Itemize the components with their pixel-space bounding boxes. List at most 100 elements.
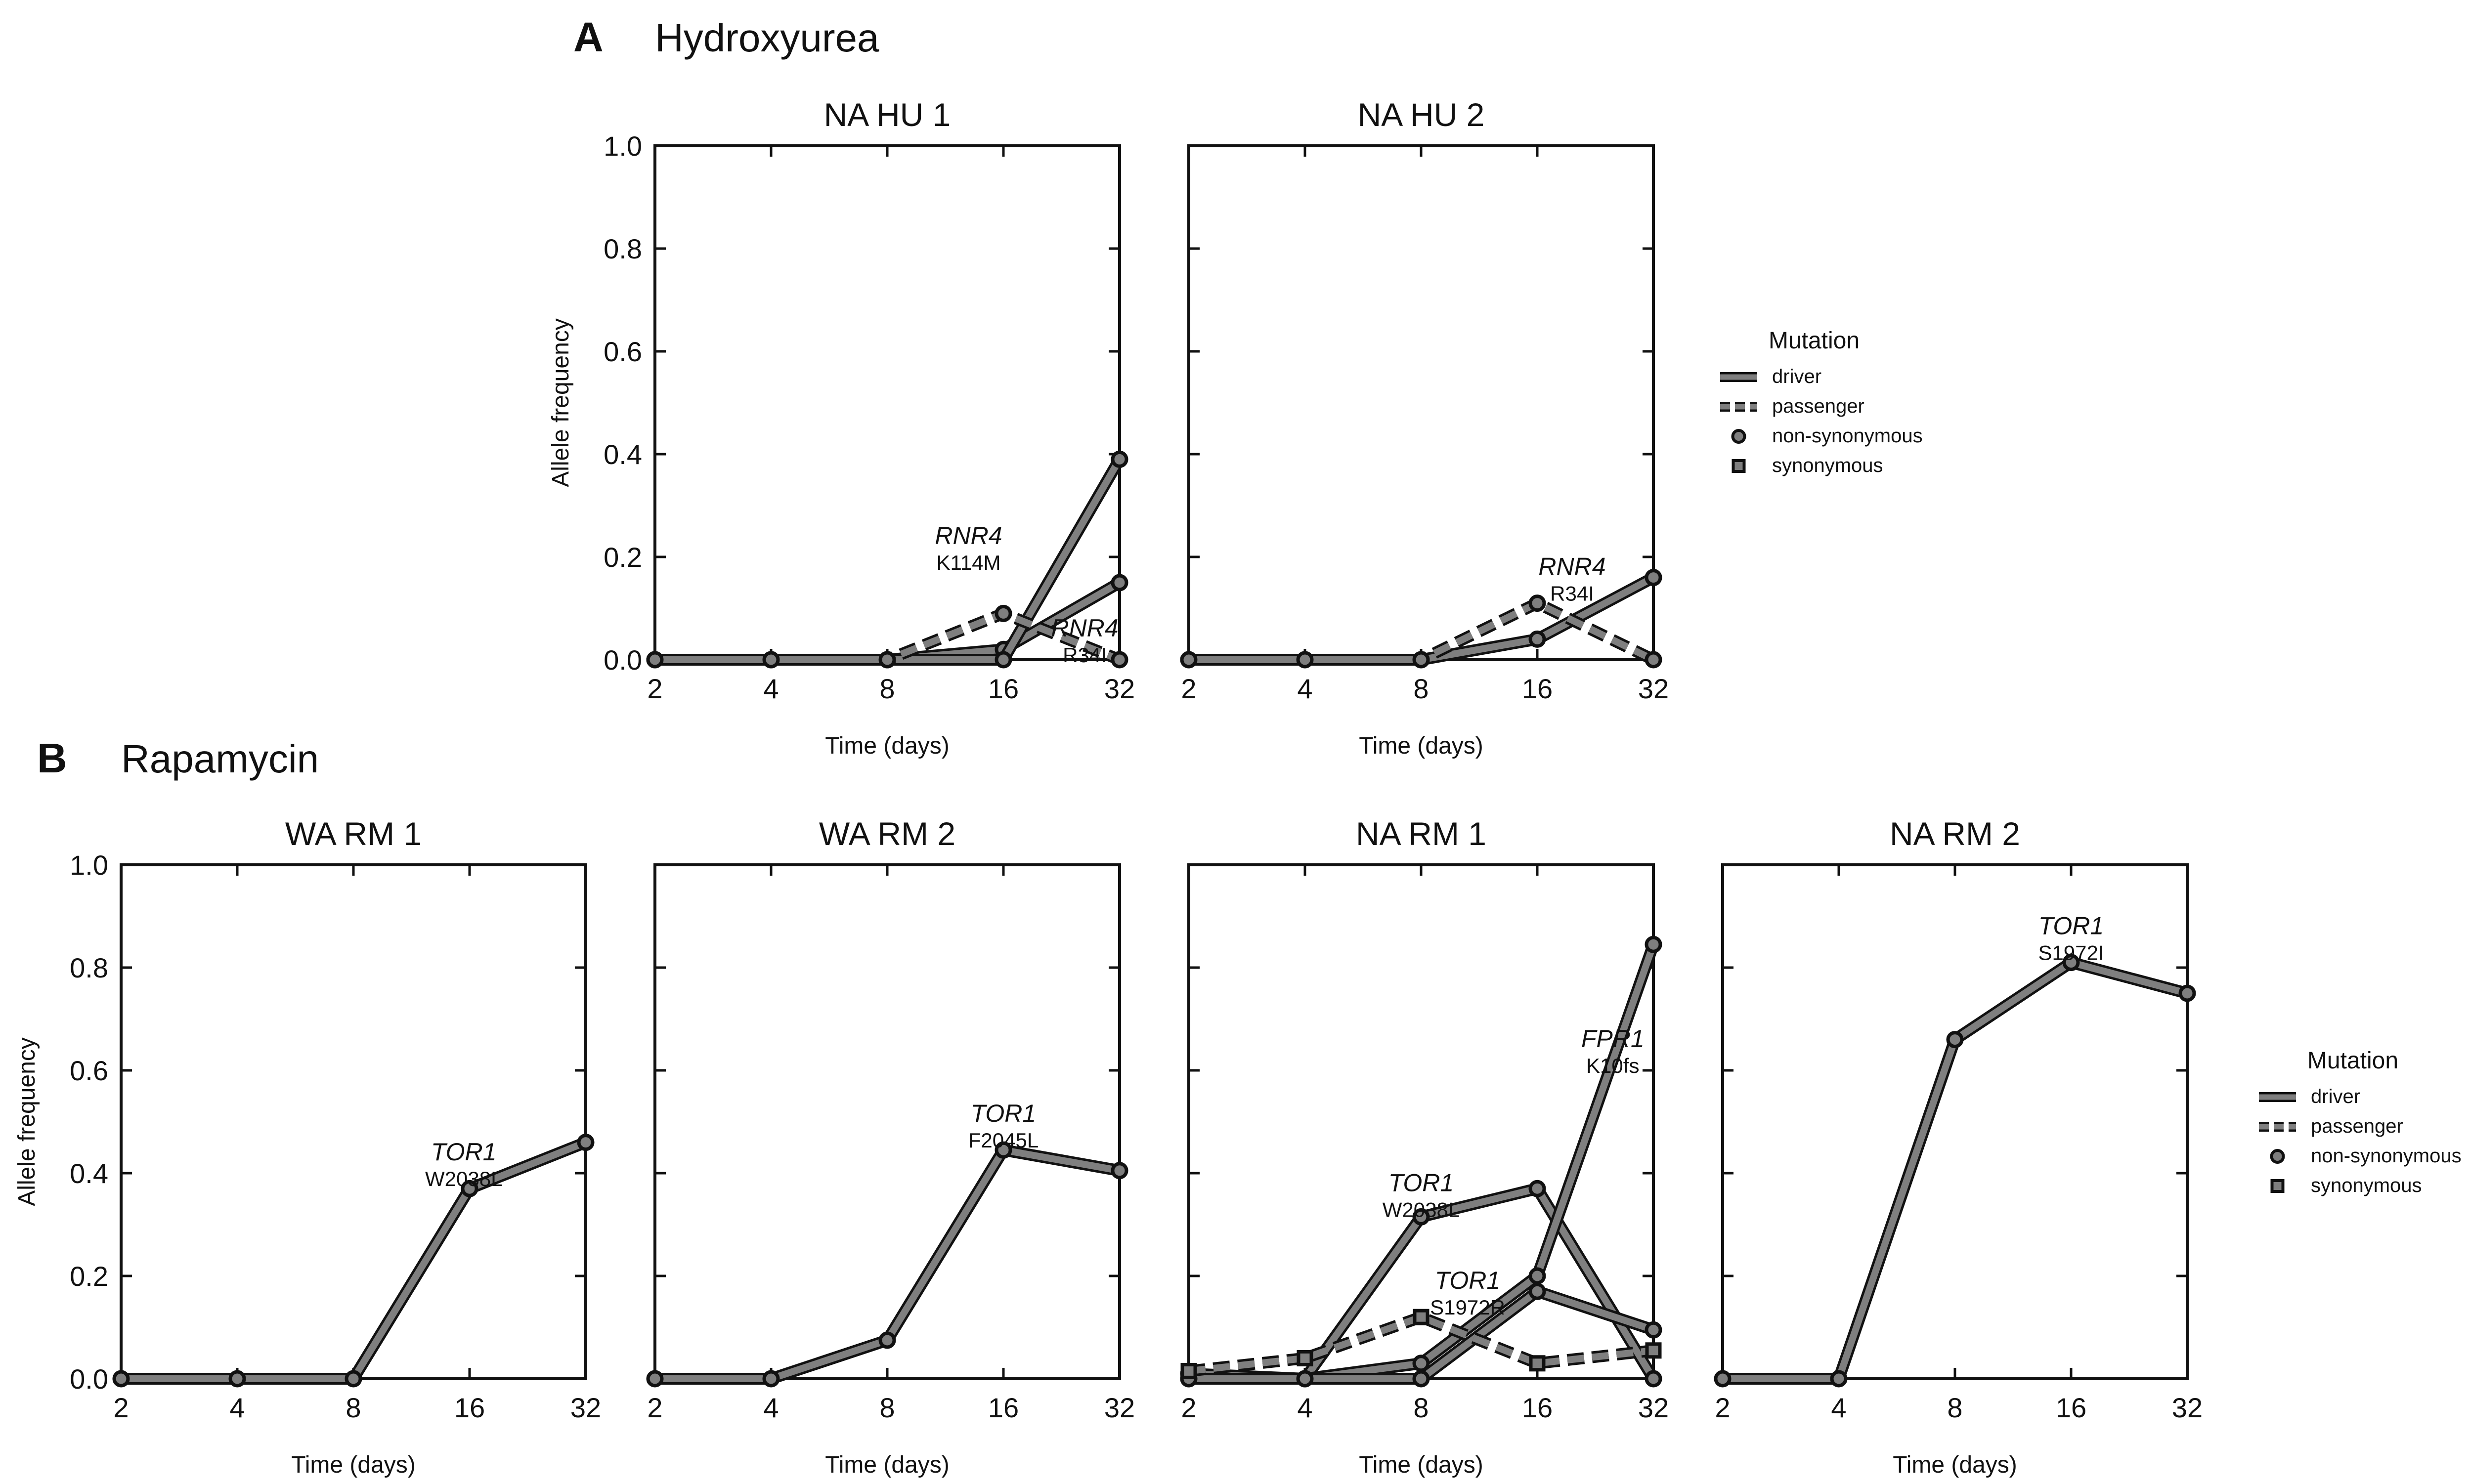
x-tick-label: 16 <box>454 1392 485 1423</box>
y-tick-label: 0.0 <box>70 1363 108 1395</box>
panel-1: 0.0 0.2 0.4 0.6 0.8 1.0 2 4 8 16 32 NA HU 1 Time (da… <box>548 96 1135 759</box>
annotation-gene: TOR1 <box>971 1100 1036 1127</box>
data-point <box>1830 1370 1848 1388</box>
x-tick-label: 8 <box>879 673 895 704</box>
x-tick-label: 4 <box>763 1392 779 1423</box>
x-tick-label: 32 <box>2172 1392 2203 1423</box>
legend-label: synonymous <box>2311 1175 2422 1196</box>
data-point <box>228 1370 246 1388</box>
annotation-mutation: K114M <box>937 551 1001 574</box>
y-tick-label: 0.8 <box>70 952 108 983</box>
data-point <box>1645 1370 1662 1388</box>
legend-label: driver <box>2311 1086 2360 1107</box>
legend-swatch-circle <box>2270 1149 2285 1164</box>
annotation-mutation: W2038L <box>425 1167 502 1190</box>
section-a-letter: A <box>573 14 604 60</box>
series-2 <box>1180 594 1662 669</box>
data-point <box>762 1370 780 1388</box>
x-tick-label: 32 <box>570 1392 601 1423</box>
x-axis-label: Time (days) <box>291 1452 416 1478</box>
y-tick-label: 0.4 <box>604 439 642 470</box>
series-line <box>1188 1314 1654 1375</box>
x-tick-label: 16 <box>988 673 1019 704</box>
legend-label: non-synonymous <box>1772 425 1923 447</box>
annotation-mutation: W2038L <box>1383 1198 1460 1221</box>
plot-frame <box>120 863 587 1380</box>
annotation-gene: RNR4 <box>935 522 1002 550</box>
data-point <box>1296 651 1314 669</box>
data-point <box>1528 1267 1546 1285</box>
series-line-outline <box>121 1137 588 1385</box>
annotation-gene: TOR1 <box>431 1138 496 1166</box>
x-tick-label: 8 <box>346 1392 361 1423</box>
y-tick-label: 0.4 <box>70 1158 108 1189</box>
legend-label: driver <box>1772 366 1821 387</box>
series-3 <box>1180 1282 1662 1388</box>
legend-swatch-circle <box>1731 429 1746 444</box>
x-tick-label: 32 <box>1638 673 1669 704</box>
x-tick-label: 2 <box>1181 1392 1196 1423</box>
x-tick-label: 8 <box>1413 673 1429 704</box>
data-point <box>1412 1208 1430 1226</box>
y-tick-label: 1.0 <box>604 130 642 162</box>
data-point <box>1296 1370 1314 1388</box>
plot-frame <box>653 863 1121 1380</box>
data-point <box>1528 1282 1546 1300</box>
legend-label: passenger <box>1772 395 1864 417</box>
series-1 <box>646 1141 1128 1388</box>
annotation-gene: TOR1 <box>1388 1169 1454 1196</box>
x-tick-label: 4 <box>1297 1392 1312 1423</box>
data-point <box>1412 1370 1430 1388</box>
y-tick-label: 0.0 <box>604 644 642 676</box>
plot-frame <box>1721 863 2189 1380</box>
x-tick-label: 4 <box>763 673 779 704</box>
annotation-mutation: F2045L <box>968 1129 1039 1152</box>
x-tick-label: 8 <box>879 1392 895 1423</box>
data-point <box>1528 594 1546 612</box>
annotation-mutation: S1972R <box>1430 1296 1505 1319</box>
data-point <box>1645 1321 1662 1339</box>
data-point <box>995 604 1012 622</box>
data-point <box>1111 1162 1128 1180</box>
data-point-square <box>1413 1309 1429 1325</box>
data-point <box>1528 1180 1546 1197</box>
panel-title: WA RM 2 <box>819 815 955 852</box>
series-line <box>655 579 1122 663</box>
x-tick-label: 16 <box>1522 1392 1553 1423</box>
x-tick-label: 8 <box>1947 1392 1962 1423</box>
annotation-mutation: R34I <box>1063 643 1107 667</box>
x-tick-label: 8 <box>1413 1392 1429 1423</box>
legend-swatch-square <box>2270 1179 2285 1193</box>
y-tick-label: 0.2 <box>604 542 642 573</box>
data-point <box>112 1370 130 1388</box>
data-point <box>1180 651 1198 669</box>
annotation-mutation: S1972I <box>2038 941 2104 964</box>
data-point <box>461 1180 478 1197</box>
series-line-outline <box>1723 956 2189 1385</box>
x-tick-label: 4 <box>229 1392 245 1423</box>
annotation-gene: TOR1 <box>1435 1267 1500 1294</box>
legend-hydroxyurea: Mutation driver passenger non-synonymous syn… <box>1720 328 1923 476</box>
x-tick-label: 32 <box>1638 1392 1669 1423</box>
section-b-letter: B <box>37 735 67 781</box>
x-tick-label: 16 <box>988 1392 1019 1423</box>
annotation-gene: FPR1 <box>1581 1025 1645 1053</box>
y-tick-label: 0.8 <box>604 233 642 264</box>
series-3 <box>646 604 1128 669</box>
x-axis-label: Time (days) <box>1359 1452 1483 1478</box>
series-4 <box>1180 1309 1662 1379</box>
data-point <box>878 1331 896 1349</box>
data-point <box>1111 574 1128 592</box>
x-axis-label: Time (days) <box>825 1452 950 1478</box>
y-tick-label: 0.6 <box>70 1055 108 1086</box>
data-point-square <box>1180 1362 1197 1379</box>
section-a-title: Hydroxyurea <box>655 16 879 60</box>
data-point <box>646 1370 664 1388</box>
data-point <box>1946 1031 1964 1049</box>
data-point <box>1412 651 1430 669</box>
annotation-gene: RNR4 <box>1538 552 1605 580</box>
